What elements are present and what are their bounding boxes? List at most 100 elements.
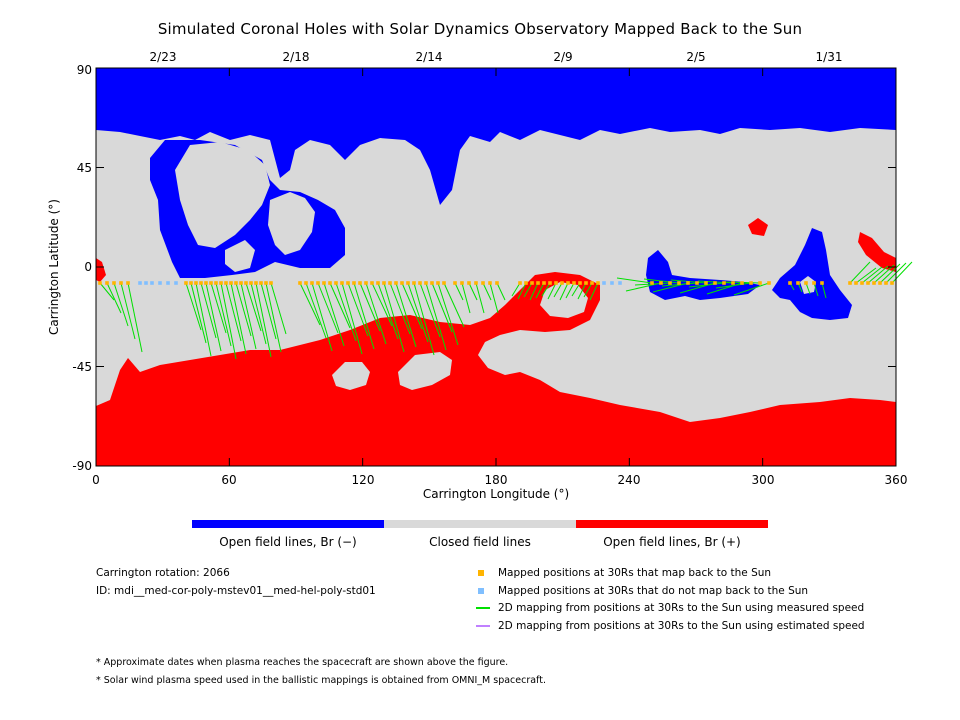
positive-patch-3 bbox=[858, 232, 896, 272]
footpoint-marker bbox=[234, 281, 238, 285]
closed-island-1 bbox=[175, 142, 270, 248]
mapping-line bbox=[577, 282, 587, 300]
mapping-line bbox=[371, 282, 393, 327]
x-tick-360: 360 bbox=[885, 473, 908, 487]
x-tick-300: 300 bbox=[752, 473, 775, 487]
footpoint-marker bbox=[884, 281, 888, 285]
footpoint-marker bbox=[788, 281, 792, 285]
footpoint-marker bbox=[602, 281, 606, 285]
mapping-line bbox=[389, 282, 411, 335]
x-tick-0: 0 bbox=[92, 473, 100, 487]
mapping-line bbox=[425, 282, 447, 351]
footpoint-marker bbox=[442, 281, 446, 285]
footpoint-marker bbox=[126, 281, 130, 285]
colorbar-negative bbox=[192, 520, 384, 528]
mapping-line bbox=[511, 282, 521, 297]
footpoint-marker bbox=[370, 281, 374, 285]
closed-island-2 bbox=[268, 192, 315, 255]
footpoint-marker bbox=[524, 281, 528, 285]
mapping-line bbox=[565, 282, 575, 299]
mapping-line bbox=[407, 282, 429, 343]
mapping-line bbox=[879, 263, 901, 284]
mapping-line bbox=[589, 282, 599, 301]
footpoint-marker bbox=[518, 281, 522, 285]
footpoint-marker bbox=[566, 281, 570, 285]
footpoint-marker bbox=[269, 281, 273, 285]
footpoint-marker bbox=[224, 281, 228, 285]
footpoint-marker bbox=[219, 281, 223, 285]
footpoint-marker bbox=[820, 281, 824, 285]
mapping-line bbox=[873, 264, 895, 284]
date-label: 2/23 bbox=[150, 50, 177, 64]
footpoint-marker bbox=[767, 281, 771, 285]
mapping-line bbox=[688, 282, 725, 288]
note-speed: * Solar wind plasma speed used in the ba… bbox=[96, 675, 546, 686]
mapping-line bbox=[250, 282, 267, 345]
mapping-line bbox=[541, 282, 551, 297]
footpoint-marker bbox=[860, 281, 864, 285]
mapped-points bbox=[98, 281, 894, 285]
footpoint-marker bbox=[144, 281, 148, 285]
mapping-line bbox=[517, 282, 527, 300]
footpoint-marker bbox=[184, 281, 188, 285]
footpoint-marker bbox=[322, 281, 326, 285]
mapping-line bbox=[443, 282, 465, 328]
mapping-line bbox=[353, 282, 375, 350]
footpoint-marker bbox=[713, 281, 717, 285]
footpoint-marker bbox=[304, 281, 308, 285]
note-dates: * Approximate dates when plasma reaches … bbox=[96, 657, 509, 668]
figure-title: Simulated Coronal Holes with Solar Dynam… bbox=[157, 20, 803, 38]
footpoint-marker bbox=[254, 281, 258, 285]
mapping-line bbox=[715, 282, 752, 289]
footpoint-marker bbox=[695, 281, 699, 285]
mapping-line bbox=[523, 282, 533, 298]
mapping-line bbox=[559, 282, 569, 301]
mapping-line bbox=[245, 282, 262, 332]
footpoint-marker bbox=[812, 281, 816, 285]
closed-island-4 bbox=[800, 276, 816, 294]
mapping-line bbox=[323, 282, 345, 347]
mapping-line bbox=[813, 282, 819, 297]
footpoint-marker bbox=[298, 281, 302, 285]
mapping-line bbox=[643, 278, 680, 284]
footpoint-marker bbox=[596, 281, 600, 285]
mapped-swatch-icon bbox=[478, 570, 484, 576]
footpoint-marker bbox=[259, 281, 263, 285]
unmapped-swatch-icon bbox=[478, 588, 484, 594]
footpoint-marker bbox=[214, 281, 218, 285]
map-regions bbox=[96, 68, 896, 466]
footpoint-marker bbox=[453, 281, 457, 285]
mapping-line bbox=[529, 282, 539, 301]
footpoint-marker bbox=[340, 281, 344, 285]
footpoint-marker bbox=[536, 281, 540, 285]
mapping-line bbox=[329, 282, 351, 329]
mapping-line bbox=[317, 282, 339, 334]
mapping-line bbox=[454, 282, 464, 301]
footpoint-marker bbox=[328, 281, 332, 285]
north-negative-polar-hole bbox=[96, 68, 896, 205]
mapping-line bbox=[210, 282, 227, 334]
footpoint-marker bbox=[866, 281, 870, 285]
positive-patch-1 bbox=[96, 258, 106, 282]
footpoint-marker bbox=[618, 281, 622, 285]
mapping-line bbox=[475, 282, 485, 314]
colorbar-negative-label: Open field lines, Br (−) bbox=[219, 535, 357, 549]
footpoint-marker bbox=[316, 281, 320, 285]
closed-island-7 bbox=[398, 352, 452, 390]
mapping-line bbox=[419, 282, 441, 338]
mapping-line bbox=[220, 282, 237, 360]
closed-island-3 bbox=[225, 240, 255, 272]
date-label: 2/9 bbox=[553, 50, 572, 64]
footpoint-marker bbox=[890, 281, 894, 285]
mapping-line bbox=[260, 282, 277, 340]
mapping-line bbox=[190, 282, 207, 344]
footpoint-marker bbox=[412, 281, 416, 285]
x-axis: 0 60 120 180 240 300 360 Carrington Long… bbox=[92, 473, 907, 501]
x-tick-240: 240 bbox=[618, 473, 641, 487]
footpoint-marker bbox=[740, 281, 744, 285]
mapping-line bbox=[113, 282, 129, 327]
colorbar-closed bbox=[384, 520, 576, 528]
footpoint-marker bbox=[388, 281, 392, 285]
tick-marks bbox=[95, 67, 897, 467]
x-tick-60: 60 bbox=[221, 473, 236, 487]
